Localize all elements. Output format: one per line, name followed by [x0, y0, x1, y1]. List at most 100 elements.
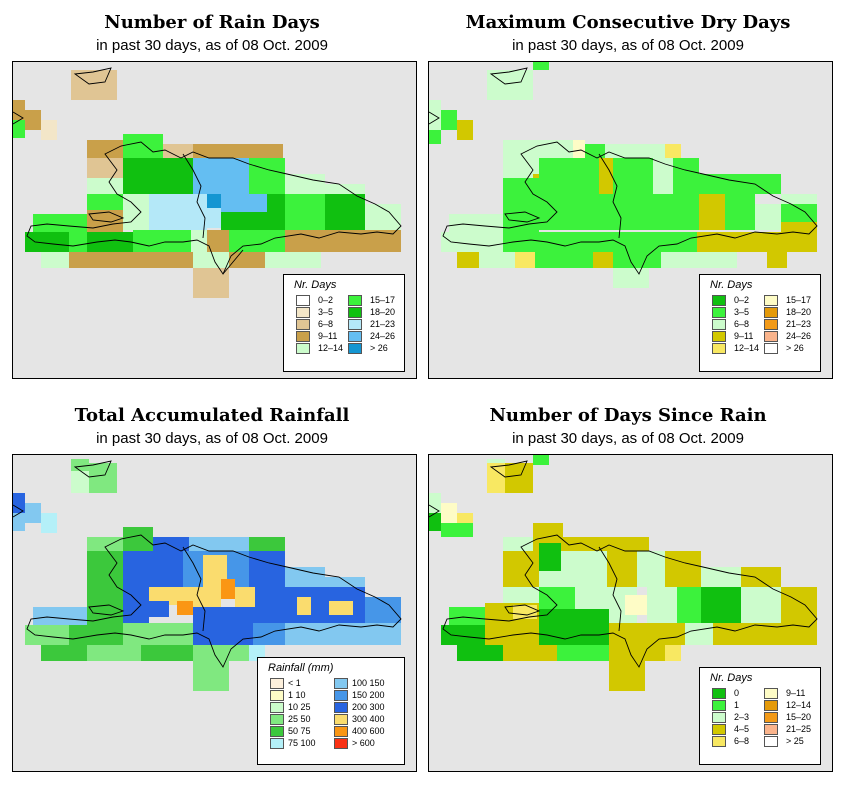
legend-rain-days: Nr. Days 0–2 3–5 6–8 9–11 12–14 15–17 18… — [283, 274, 405, 372]
legend-title: Nr. Days — [710, 672, 753, 684]
legend-label: 12–14 — [734, 343, 760, 353]
legend-label: 100 150 — [352, 678, 385, 688]
legend-label: > 600 — [352, 738, 375, 748]
island-outline — [429, 460, 818, 668]
legend-label: 3–5 — [318, 307, 334, 317]
grid-cells — [429, 455, 817, 691]
legend-label: 9–11 — [734, 331, 754, 341]
legend-title: Nr. Days — [294, 279, 337, 291]
legend-swatch — [712, 724, 726, 735]
legend-label: 21–25 — [786, 724, 812, 734]
legend-label: 24–26 — [370, 331, 396, 341]
legend-swatch — [296, 331, 310, 342]
legend-label: 9–11 — [318, 331, 338, 341]
legend-swatch — [348, 343, 362, 354]
map-rain-days: Nr. Days 0–2 3–5 6–8 9–11 12–14 15–17 18… — [12, 61, 417, 379]
map-max-dry-days: Nr. Days 0–2 3–5 6–8 9–11 12–14 15–17 18… — [428, 61, 833, 379]
panel-title: Total Accumulated Rainfall — [74, 405, 350, 426]
legend-label: 24–26 — [786, 331, 812, 341]
legend-swatch — [764, 295, 778, 306]
legend-swatch — [334, 714, 348, 725]
legend-label: 3–5 — [734, 307, 750, 317]
legend-swatch — [764, 736, 778, 747]
legend-label: 150 200 — [352, 690, 385, 700]
legend-swatch — [764, 319, 778, 330]
legend-swatch — [334, 738, 348, 749]
legend-swatch — [764, 724, 778, 735]
legend-label: 18–20 — [786, 307, 812, 317]
legend-label: 6–8 — [734, 736, 750, 746]
legend-swatch — [712, 319, 726, 330]
grid-layer — [13, 67, 402, 298]
panel-subtitle: in past 30 days, as of 08 Oct. 2009 — [512, 37, 744, 54]
legend-total-rainfall: Rainfall (mm) < 1 1 10 10 25 25 50 50 75… — [257, 657, 405, 765]
legend-swatch — [270, 702, 284, 713]
grid-cells — [13, 70, 401, 298]
legend-swatch — [296, 307, 310, 318]
grid-layer — [13, 459, 402, 691]
legend-swatch — [296, 319, 310, 330]
legend-label: 200 300 — [352, 702, 385, 712]
map-total-rainfall: Rainfall (mm) < 1 1 10 10 25 25 50 50 75… — [12, 454, 417, 772]
legend-label: 9–11 — [786, 688, 806, 698]
legend-swatch — [296, 295, 310, 306]
legend-swatch — [712, 343, 726, 354]
island-outline — [13, 460, 402, 668]
island-outline — [429, 67, 818, 275]
legend-swatch — [712, 688, 726, 699]
map-days-since-rain: Nr. Days 0 1 2–3 4–5 6–8 9–11 12–14 15–2… — [428, 454, 833, 772]
legend-label: 6–8 — [318, 319, 334, 329]
legend-swatch — [270, 678, 284, 689]
grid-layer — [429, 62, 818, 288]
legend-swatch — [764, 688, 778, 699]
legend-swatch — [270, 690, 284, 701]
legend-label: 300 400 — [352, 714, 385, 724]
legend-label: 0–2 — [734, 295, 750, 305]
legend-label: 21–23 — [786, 319, 812, 329]
grid-cells — [429, 62, 817, 288]
legend-swatch — [764, 343, 778, 354]
legend-label: 6–8 — [734, 319, 750, 329]
legend-swatch — [764, 712, 778, 723]
legend-label: 21–23 — [370, 319, 396, 329]
legend-swatch — [334, 678, 348, 689]
legend-swatch — [270, 714, 284, 725]
legend-swatch — [712, 331, 726, 342]
legend-label: 400 600 — [352, 726, 385, 736]
legend-swatch — [712, 712, 726, 723]
legend-swatch — [348, 307, 362, 318]
legend-label: 0–2 — [318, 295, 334, 305]
grid-cells — [13, 459, 401, 691]
legend-label: 12–14 — [318, 343, 344, 353]
legend-swatch — [764, 307, 778, 318]
legend-label: 10 25 — [288, 702, 311, 712]
legend-label: 75 100 — [288, 738, 316, 748]
panel-subtitle: in past 30 days, as of 08 Oct. 2009 — [512, 430, 744, 447]
legend-max-dry-days: Nr. Days 0–2 3–5 6–8 9–11 12–14 15–17 18… — [699, 274, 821, 372]
panel-title: Number of Rain Days — [104, 12, 320, 33]
legend-label: > 26 — [786, 343, 804, 353]
legend-title: Rainfall (mm) — [268, 662, 334, 674]
legend-label: 15–17 — [370, 295, 396, 305]
legend-title: Nr. Days — [710, 279, 753, 291]
legend-label: > 26 — [370, 343, 388, 353]
legend-label: 15–17 — [786, 295, 812, 305]
legend-label: 0 — [734, 688, 740, 698]
legend-label: 18–20 — [370, 307, 396, 317]
panel-subtitle: in past 30 days, as of 08 Oct. 2009 — [96, 37, 328, 54]
legend-swatch — [764, 700, 778, 711]
legend-swatch — [712, 700, 726, 711]
legend-swatch — [296, 343, 310, 354]
legend-swatch — [334, 726, 348, 737]
legend-label: 1 10 — [288, 690, 306, 700]
legend-swatch — [270, 726, 284, 737]
legend-label: 2–3 — [734, 712, 750, 722]
panel-subtitle: in past 30 days, as of 08 Oct. 2009 — [96, 430, 328, 447]
legend-swatch — [764, 331, 778, 342]
legend-swatch — [270, 738, 284, 749]
legend-label: > 25 — [786, 736, 804, 746]
legend-swatch — [348, 331, 362, 342]
legend-label: 25 50 — [288, 714, 311, 724]
legend-swatch — [334, 702, 348, 713]
legend-label: 15–20 — [786, 712, 812, 722]
